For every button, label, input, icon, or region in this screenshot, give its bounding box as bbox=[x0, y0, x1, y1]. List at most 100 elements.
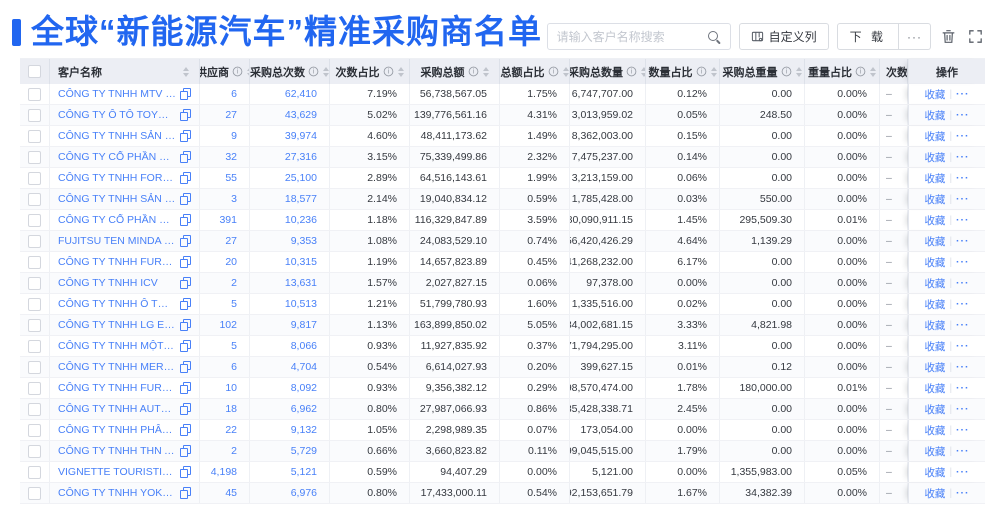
row-more-button[interactable]: ··· bbox=[956, 109, 970, 121]
purchase-count-link[interactable]: 25,100 bbox=[284, 172, 317, 184]
select-all-checkbox[interactable] bbox=[28, 65, 41, 78]
row-checkbox[interactable] bbox=[28, 486, 41, 500]
purchase-count-link[interactable]: 9,817 bbox=[290, 319, 317, 331]
row-checkbox[interactable] bbox=[28, 129, 41, 143]
row-checkbox[interactable] bbox=[28, 171, 41, 185]
copy-icon[interactable] bbox=[180, 172, 191, 184]
favorite-button[interactable]: 收藏 bbox=[924, 424, 946, 437]
purchase-count-link[interactable]: 4,704 bbox=[290, 361, 317, 373]
suppliers-count-link[interactable]: 18 bbox=[225, 403, 237, 415]
favorite-button[interactable]: 收藏 bbox=[924, 214, 946, 227]
download-button[interactable]: 下 载 bbox=[836, 23, 899, 50]
purchase-count-link[interactable]: 13,631 bbox=[284, 277, 317, 289]
favorite-button[interactable]: 收藏 bbox=[924, 361, 946, 374]
suppliers-count-link[interactable]: 102 bbox=[219, 319, 237, 331]
sort-icon[interactable] bbox=[641, 66, 645, 77]
suppliers-count-link[interactable]: 3 bbox=[231, 193, 237, 205]
row-checkbox[interactable] bbox=[28, 276, 41, 290]
sort-icon[interactable] bbox=[397, 66, 404, 77]
customize-columns-button[interactable]: 自定义列 bbox=[738, 23, 829, 50]
customer-name-link[interactable]: CÔNG TY TNHH LG ELECTRON... bbox=[58, 319, 176, 331]
customer-name-link[interactable]: CÔNG TY TNHH MERCEDES-B... bbox=[58, 361, 176, 373]
copy-icon[interactable] bbox=[180, 361, 191, 373]
row-more-button[interactable]: ··· bbox=[956, 403, 970, 415]
sort-icon[interactable] bbox=[247, 66, 249, 77]
copy-icon[interactable] bbox=[180, 298, 191, 310]
row-more-button[interactable]: ··· bbox=[956, 340, 970, 352]
suppliers-count-link[interactable]: 55 bbox=[225, 172, 237, 184]
purchase-count-link[interactable]: 5,121 bbox=[290, 466, 317, 478]
sort-icon[interactable] bbox=[183, 66, 189, 77]
customer-name-link[interactable]: CÔNG TY CỔ PHẦN SẢN XUẤT... bbox=[58, 214, 176, 226]
favorite-button[interactable]: 收藏 bbox=[924, 172, 946, 185]
copy-icon[interactable] bbox=[180, 319, 191, 331]
search-icon[interactable] bbox=[707, 31, 721, 44]
row-more-button[interactable]: ··· bbox=[956, 172, 970, 184]
download-more-button[interactable]: ··· bbox=[899, 23, 931, 50]
column-header-total_weight[interactable]: 采购总重量 i bbox=[720, 59, 805, 84]
row-more-button[interactable]: ··· bbox=[956, 487, 970, 499]
sort-icon[interactable] bbox=[482, 66, 489, 77]
fullscreen-icon[interactable] bbox=[966, 27, 985, 46]
row-more-button[interactable]: ··· bbox=[956, 382, 970, 394]
favorite-button[interactable]: 收藏 bbox=[924, 277, 946, 290]
row-more-button[interactable]: ··· bbox=[956, 235, 970, 247]
row-checkbox[interactable] bbox=[28, 339, 41, 353]
purchase-count-link[interactable]: 39,974 bbox=[284, 130, 317, 142]
copy-icon[interactable] bbox=[180, 193, 191, 205]
column-header-count_pct[interactable]: 次数占比 i bbox=[330, 59, 410, 84]
favorite-button[interactable]: 收藏 bbox=[924, 298, 946, 311]
row-checkbox[interactable] bbox=[28, 381, 41, 395]
customer-name-link[interactable]: CÔNG TY TNHH ICV bbox=[58, 277, 158, 289]
column-header-amount_pct[interactable]: 总额占比 i bbox=[500, 59, 570, 84]
suppliers-count-link[interactable]: 45 bbox=[225, 487, 237, 499]
row-checkbox[interactable] bbox=[28, 297, 41, 311]
purchase-count-link[interactable]: 8,092 bbox=[290, 382, 317, 394]
column-header-suppliers[interactable]: 供应商i bbox=[200, 59, 250, 84]
row-more-button[interactable]: ··· bbox=[956, 298, 970, 310]
row-more-button[interactable]: ··· bbox=[956, 445, 970, 457]
favorite-button[interactable]: 收藏 bbox=[924, 88, 946, 101]
purchase-count-link[interactable]: 6,962 bbox=[290, 403, 317, 415]
favorite-button[interactable]: 收藏 bbox=[924, 466, 946, 479]
copy-icon[interactable] bbox=[180, 445, 191, 457]
purchase-count-link[interactable]: 10,315 bbox=[284, 256, 317, 268]
row-checkbox[interactable] bbox=[28, 318, 41, 332]
suppliers-count-link[interactable]: 22 bbox=[225, 424, 237, 436]
row-checkbox[interactable] bbox=[28, 465, 41, 479]
customer-name-link[interactable]: CÔNG TY TNHH PHÂN PHỐI T... bbox=[58, 424, 176, 436]
favorite-button[interactable]: 收藏 bbox=[924, 151, 946, 164]
suppliers-count-link[interactable]: 2 bbox=[231, 277, 237, 289]
column-header-total_count[interactable]: 采购总次数 i bbox=[250, 59, 330, 84]
favorite-button[interactable]: 收藏 bbox=[924, 130, 946, 143]
suppliers-count-link[interactable]: 20 bbox=[225, 256, 237, 268]
customer-name-link[interactable]: CÔNG TY TNHH Ô TÔ MITSUBI... bbox=[58, 298, 176, 310]
row-checkbox[interactable] bbox=[28, 213, 41, 227]
copy-icon[interactable] bbox=[180, 403, 191, 415]
copy-icon[interactable] bbox=[180, 424, 191, 436]
customer-name-link[interactable]: CÔNG TY TNHH SẢN XUẤT VÀ ... bbox=[58, 130, 176, 142]
customer-name-link[interactable]: VIGNETTE TOURISTIQUE G UNI... bbox=[58, 466, 176, 478]
favorite-button[interactable]: 收藏 bbox=[924, 340, 946, 353]
row-more-button[interactable]: ··· bbox=[956, 214, 970, 226]
copy-icon[interactable] bbox=[180, 487, 191, 499]
copy-icon[interactable] bbox=[180, 466, 191, 478]
customer-name-link[interactable]: CÔNG TY TNHH MTV SẢN XUẤ... bbox=[58, 88, 176, 100]
purchase-count-link[interactable]: 6,976 bbox=[290, 487, 317, 499]
row-checkbox[interactable] bbox=[28, 402, 41, 416]
suppliers-count-link[interactable]: 391 bbox=[219, 214, 237, 226]
customer-name-link[interactable]: CÔNG TY TNHH YOKOWO VIỆT... bbox=[58, 487, 176, 499]
purchase-count-link[interactable]: 10,513 bbox=[284, 298, 317, 310]
copy-icon[interactable] bbox=[180, 340, 191, 352]
column-header-name[interactable]: 客户名称 bbox=[50, 59, 200, 84]
favorite-button[interactable]: 收藏 bbox=[924, 445, 946, 458]
row-checkbox[interactable] bbox=[28, 444, 41, 458]
favorite-button[interactable]: 收藏 bbox=[924, 109, 946, 122]
copy-icon[interactable] bbox=[180, 130, 191, 142]
column-header-weight_pct[interactable]: 重量占比 i bbox=[805, 59, 880, 84]
delete-icon[interactable] bbox=[939, 27, 958, 46]
purchase-count-link[interactable]: 27,316 bbox=[284, 151, 317, 163]
row-more-button[interactable]: ··· bbox=[956, 466, 970, 478]
purchase-count-link[interactable]: 8,066 bbox=[290, 340, 317, 352]
customer-name-link[interactable]: CÔNG TY TNHH FURUKAWA A... bbox=[58, 382, 176, 394]
